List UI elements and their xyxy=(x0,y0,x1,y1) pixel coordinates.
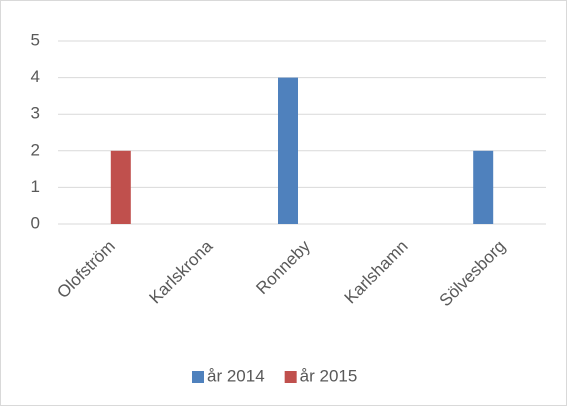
bar xyxy=(110,150,131,224)
y-tick-label: 1 xyxy=(31,177,40,196)
y-tick-label: 5 xyxy=(31,30,40,49)
legend-label: år 2015 xyxy=(300,366,358,385)
y-tick-label: 2 xyxy=(31,140,40,159)
legend-label: år 2014 xyxy=(207,366,265,385)
legend-swatch xyxy=(192,371,204,383)
bar xyxy=(473,150,494,224)
legend-swatch xyxy=(284,371,297,383)
y-tick-label: 3 xyxy=(31,104,40,123)
y-tick-label: 0 xyxy=(31,213,40,232)
y-tick-label: 4 xyxy=(31,67,40,86)
bar xyxy=(278,77,298,224)
